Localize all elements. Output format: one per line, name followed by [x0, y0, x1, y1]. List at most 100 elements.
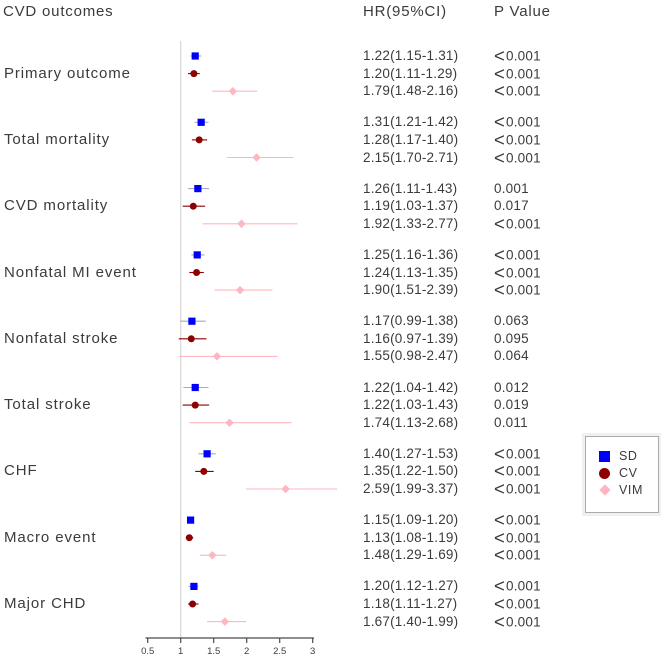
p-value: <0.001 [494, 80, 541, 102]
circle-marker [191, 401, 199, 409]
square-marker [191, 383, 199, 392]
hr-ci-value: 1.26(1.11-1.43) [363, 180, 458, 196]
legend-label-sd: SD [619, 449, 638, 463]
x-axis-tick-label: 2 [244, 646, 249, 657]
outcome-label: Total stroke [4, 396, 92, 414]
x-axis-tick-label: 1.5 [207, 646, 220, 657]
diamond-marker [252, 153, 261, 162]
square-marker [203, 450, 211, 458]
hr-ci-value: 1.22(1.15-1.31) [363, 48, 459, 63]
less-than-sign: < [494, 478, 506, 499]
hr-ci-value: 1.40(1.27-1.53) [363, 445, 459, 461]
p-value: 0.011 [494, 414, 528, 430]
hr-ci-value: 1.28(1.17-1.40) [363, 131, 459, 147]
outcome-label: CHF [4, 462, 38, 480]
square-marker [197, 118, 205, 126]
diamond-marker [225, 418, 234, 427]
less-than-sign: < [494, 279, 506, 301]
hr-ci-value: 1.22(1.03-1.43) [363, 397, 459, 413]
p-value: <0.001 [494, 460, 541, 482]
p-value: 0.019 [494, 397, 529, 413]
outcome-label: Total mortality [4, 130, 111, 148]
hr-ci-value: 1.90(1.51-2.39) [363, 282, 459, 298]
column-header-hr-ci: HR(95%CI) [363, 3, 447, 20]
square-marker [187, 516, 195, 524]
square-marker [190, 582, 198, 590]
hr-ci-value: 1.79(1.48-2.16) [363, 83, 459, 99]
less-than-sign: < [494, 212, 506, 234]
p-value: <0.001 [494, 45, 541, 66]
p-value: 0.001 [494, 180, 529, 196]
outcome-label: Macro event [4, 528, 97, 546]
outcome-label: CVD mortality [4, 197, 109, 215]
x-axis-tick-label: 1 [178, 646, 183, 657]
p-value: <0.001 [494, 128, 541, 150]
p-value: <0.001 [494, 478, 541, 499]
legend-item-vim: VIM [598, 483, 644, 497]
diamond-marker-icon [598, 484, 611, 496]
less-than-sign: < [494, 526, 506, 548]
less-than-sign: < [494, 442, 506, 464]
less-than-sign: < [494, 146, 506, 168]
square-marker [194, 185, 202, 193]
p-value: <0.001 [494, 111, 541, 133]
hr-ci-value: 1.22(1.04-1.42) [363, 379, 459, 395]
p-value: <0.001 [494, 442, 541, 464]
hr-ci-value: 1.74(1.13-2.68) [363, 414, 459, 430]
column-header-p-value: P Value [494, 3, 551, 20]
p-value: <0.001 [494, 146, 541, 168]
outcome-label: Primary outcome [4, 64, 131, 82]
hr-ci-value: 1.31(1.21-1.42) [363, 114, 459, 130]
p-value: <0.001 [494, 62, 541, 84]
p-value: <0.001 [494, 593, 541, 614]
p-value: 0.017 [494, 198, 529, 214]
p-value: 0.063 [494, 313, 529, 329]
legend-label-vim: VIM [619, 483, 644, 497]
p-value: 0.095 [494, 330, 529, 346]
p-value: 0.012 [494, 379, 529, 395]
legend-item-sd: SD [599, 449, 638, 463]
less-than-sign: < [494, 261, 506, 283]
diamond-marker [212, 352, 222, 361]
p-value: <0.001 [494, 610, 541, 632]
less-than-sign: < [494, 243, 506, 265]
less-than-sign: < [494, 509, 506, 531]
hr-ci-value: 1.55(0.98-2.47) [363, 348, 459, 364]
square-marker [191, 52, 199, 60]
outcome-label: Major CHD [4, 595, 87, 612]
circle-marker-icon [599, 467, 610, 479]
less-than-sign: < [494, 544, 506, 566]
hr-ci-value: 1.67(1.40-1.99) [363, 613, 459, 629]
legend-label-cv: CV [619, 466, 638, 480]
hr-ci-value: 1.20(1.11-1.29) [363, 65, 458, 81]
hr-ci-value: 2.15(1.70-2.71) [363, 149, 459, 165]
circle-marker [193, 269, 201, 276]
p-value: <0.001 [494, 243, 541, 265]
hr-ci-value: 1.15(1.09-1.20) [363, 512, 459, 528]
hr-ci-value: 2.59(1.99-3.37) [363, 481, 459, 496]
p-value: <0.001 [494, 544, 541, 566]
circle-marker [187, 335, 195, 343]
square-marker [188, 317, 196, 325]
x-axis-tick-label: 2.5 [273, 646, 286, 657]
hr-ci-value: 1.92(1.33-2.77) [363, 215, 459, 231]
diamond-marker [220, 617, 230, 626]
less-than-sign: < [494, 62, 506, 84]
less-than-sign: < [494, 80, 506, 102]
circle-marker [190, 70, 198, 78]
p-value: <0.001 [494, 261, 541, 283]
diamond-marker [228, 86, 238, 96]
legend-item-cv: CV [599, 466, 638, 480]
x-axis-tick-label: 0.5 [141, 646, 154, 657]
p-value: <0.001 [494, 509, 541, 531]
hr-ci-value: 1.25(1.16-1.36) [363, 246, 459, 262]
less-than-sign: < [494, 45, 506, 66]
outcome-label: Nonfatal MI event [4, 263, 137, 281]
diamond-marker [281, 484, 290, 494]
hr-ci-value: 1.16(0.97-1.39) [363, 330, 459, 346]
p-value: <0.001 [494, 575, 541, 597]
outcome-label: Nonfatal stroke [4, 329, 119, 347]
p-value: <0.001 [494, 279, 541, 301]
